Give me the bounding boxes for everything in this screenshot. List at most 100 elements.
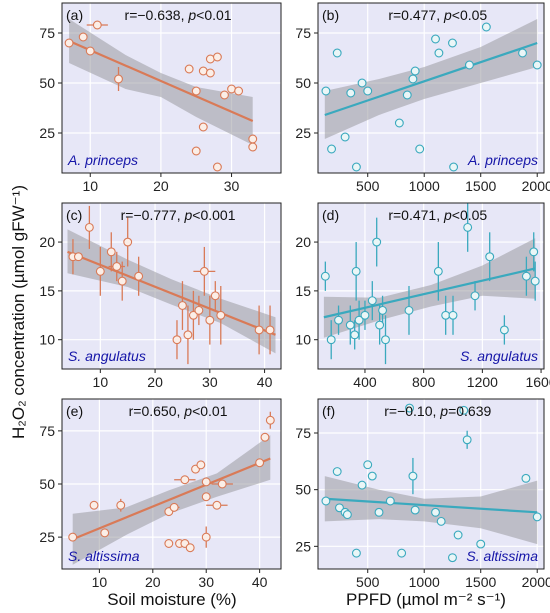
y-tick-label: 50 [295,482,311,498]
data-point [212,162,222,172]
fit-line [72,457,271,541]
x-tick-label: 40 [257,374,273,390]
data-point [265,415,275,425]
stat-annotation: r=−0.777, p<0.001 [121,207,236,223]
stat-r: r=−0.10, [384,403,440,419]
data-point [100,528,110,538]
y-tick-label: 50 [39,476,55,492]
y-tick-label: 75 [295,425,311,441]
stat-p-symbol: p [443,207,452,223]
data-point [378,305,388,315]
data-point [449,162,459,172]
data-point [212,500,222,510]
x-tick-label: 500 [356,178,380,194]
data-point [521,271,531,281]
y-tick-label: 50 [39,75,55,91]
data-point [89,500,99,510]
x-tick-label: 1500 [465,178,496,194]
panel-d: 400 800 1200 1600 10 15 20 (d) r=0.471, p<0.05 S.… [295,202,550,390]
x-axis-title-left: Soil moisture (%) [107,590,236,609]
data-point [216,310,226,320]
x-tick-label: 30 [202,374,218,390]
data-point [217,479,227,489]
data-point [518,48,527,58]
data-point [481,22,491,32]
panel-tag: (b) [322,7,339,23]
data-point [532,512,542,522]
data-point [434,48,444,58]
data-point [397,548,407,558]
fit-line [68,39,254,123]
y-tick-label: 25 [39,125,55,141]
data-point [185,543,195,553]
data-point [433,266,443,276]
data-point [321,86,331,96]
stat-r: r=−0.777, [121,207,185,223]
data-point [205,68,215,78]
data-point [260,432,270,442]
y-tick-label: 10 [39,332,55,348]
data-point [199,266,209,276]
data-point [463,222,473,232]
y-tick-label: 75 [39,25,55,41]
panel-tag: (c) [66,207,82,223]
data-point [169,502,179,512]
data-point [180,475,190,485]
plot-area [318,399,544,569]
plot-area [62,3,281,173]
data-point [351,548,361,558]
data-point [485,252,495,262]
data-point [201,492,211,502]
species-label: S. angulatus [68,348,146,364]
fit-line [324,497,538,514]
data-point [327,144,337,154]
data-point [220,90,229,100]
confidence-band [323,238,536,338]
stat-p-value: <0.01 [192,403,228,419]
stat-r: r=0.650, [129,403,185,419]
fit-line [67,250,276,336]
data-point [375,320,385,330]
panel-tag: (e) [66,403,83,419]
data-point [198,122,208,132]
data-point [188,310,198,320]
plot-frame [317,202,545,370]
data-point [385,496,395,506]
data-point [404,305,414,315]
data-point [410,505,420,515]
data-point [196,460,206,470]
data-point [381,335,390,345]
data-point [201,532,211,542]
data-point [335,503,344,513]
x-tick-label: 30 [198,574,214,590]
confidence-band [324,476,538,545]
x-tick-label: 1000 [409,178,440,194]
species-label: A. princeps [67,152,138,168]
panel-tag: (f) [322,403,335,419]
data-point [441,310,451,320]
data-point [350,330,360,340]
data-point [521,473,531,483]
x-tick-label: 1600 [525,374,550,390]
data-point [134,271,144,281]
stat-p-value: <0.05 [452,7,488,23]
x-tick-label: 40 [252,574,268,590]
plot-area [62,399,281,569]
data-point [255,458,265,468]
data-point [448,553,457,563]
x-tick-label: 1200 [467,374,498,390]
x-tick-label: 20 [153,178,169,194]
x-tick-label: 10 [92,574,108,590]
data-point [346,88,356,98]
data-point [164,539,174,548]
data-point [326,335,336,345]
data-point [265,325,275,335]
data-point [405,403,414,413]
data-point [172,335,182,345]
data-point [351,162,361,172]
data-point [112,262,122,271]
data-point [64,38,74,48]
y-tick-label: 10 [295,332,311,348]
data-point [191,146,201,156]
